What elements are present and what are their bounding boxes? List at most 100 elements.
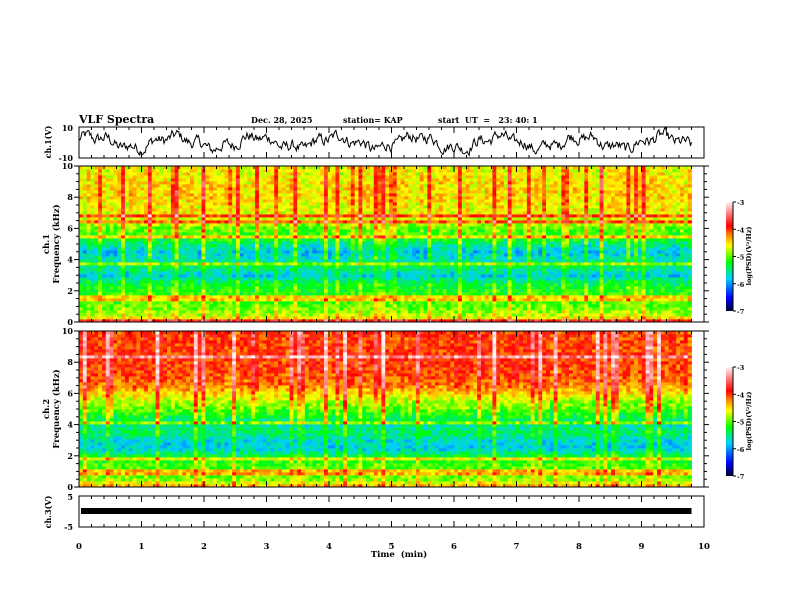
spectrogram-cell xyxy=(369,319,375,323)
spectrogram-cell xyxy=(404,292,409,296)
spectrogram-cell xyxy=(500,253,505,257)
spectrogram-cell xyxy=(450,307,455,311)
spectrogram-cell xyxy=(105,319,111,323)
spectrogram-cell xyxy=(668,232,673,236)
spectrogram-cell xyxy=(350,259,356,263)
spectrogram-cell xyxy=(327,286,333,290)
spectrogram-cell xyxy=(82,289,88,293)
spectrogram-cell xyxy=(90,310,95,314)
spectrogram-cell xyxy=(285,244,290,248)
spectrogram-cell xyxy=(212,265,218,269)
spectrogram-cell xyxy=(358,232,363,236)
spectrogram-cell xyxy=(396,250,401,254)
spectrogram-cell xyxy=(614,268,620,272)
spectrogram-cell xyxy=(346,307,352,311)
spectrogram-cell xyxy=(327,292,333,296)
spectrogram-cell xyxy=(128,319,133,323)
spectrogram-cell xyxy=(396,262,401,266)
spectrogram-cell xyxy=(542,289,547,293)
spectrogram-cell xyxy=(86,280,91,284)
spectrogram-cell xyxy=(492,292,497,296)
spectrogram-cell xyxy=(117,313,122,317)
spectrogram-cell xyxy=(140,298,145,302)
spectrogram-cell xyxy=(346,238,352,242)
spectrogram-cell xyxy=(469,256,474,260)
spectrogram-cell xyxy=(572,265,578,269)
spectrogram-cell xyxy=(182,247,187,251)
spectrogram-cell xyxy=(293,247,298,251)
spectrogram-cell xyxy=(408,307,413,311)
spectrogram-cell xyxy=(553,316,558,320)
spectrogram-cell xyxy=(136,313,141,317)
spectrogram-cell xyxy=(523,307,528,311)
spectrogram-cell xyxy=(159,241,164,245)
spectrogram-cell xyxy=(435,265,440,269)
spectrogram-cell xyxy=(124,298,130,302)
spectrogram-cell xyxy=(220,280,225,284)
spectrogram-cell xyxy=(626,256,631,260)
spectrogram-cell xyxy=(274,250,279,254)
spectrogram-cell xyxy=(190,304,195,308)
spectrogram-cell xyxy=(580,295,585,299)
spectrogram-cell xyxy=(630,271,635,275)
spectrogram-cell xyxy=(526,253,532,257)
spectrogram-cell xyxy=(389,256,394,260)
spectrogram-cell xyxy=(622,259,627,263)
spectrogram-cell xyxy=(630,295,635,299)
spectrogram-cell xyxy=(331,313,336,317)
spectrogram-cell xyxy=(500,271,505,275)
spectrogram-cell xyxy=(247,280,252,284)
spectrogram-cell xyxy=(591,259,597,263)
spectrogram-cell xyxy=(503,286,509,290)
spectrogram-cell xyxy=(220,292,225,296)
spectrogram-cell xyxy=(304,241,310,245)
spectrogram-cell xyxy=(427,307,432,311)
spectrogram-cell xyxy=(205,250,210,254)
spectrogram-cell xyxy=(178,304,183,308)
spectrogram-cell xyxy=(312,235,317,239)
spectrogram-cell xyxy=(557,283,562,287)
spectrogram-cell xyxy=(657,295,662,299)
spectrogram-cell xyxy=(155,232,160,236)
spectrogram-cell xyxy=(308,316,313,320)
spectrogram-cell xyxy=(603,280,608,284)
spectrogram-cell xyxy=(266,274,271,278)
spectrogram-cell xyxy=(454,316,459,320)
spectrogram-cell xyxy=(247,256,252,260)
spectrogram-cell xyxy=(637,262,643,266)
spectrogram-cell xyxy=(523,262,528,266)
spectrogram-cell xyxy=(178,307,183,311)
spectrogram-cell xyxy=(301,313,306,317)
spectrogram-cell xyxy=(140,313,145,317)
spectrogram-cell xyxy=(446,232,451,236)
spectrogram-cell xyxy=(412,250,417,254)
spectrogram-cell xyxy=(603,292,608,296)
spectrogram-cell xyxy=(212,304,218,308)
spectrogram-cell xyxy=(477,316,482,320)
spectrogram-cell xyxy=(400,232,405,236)
spectrogram-cell xyxy=(488,295,493,299)
spectrogram-cell xyxy=(412,235,417,239)
spectrogram-cell xyxy=(109,286,114,290)
spectrogram-cell xyxy=(649,304,654,308)
spectrogram-cell xyxy=(515,235,520,239)
spectrogram-cell xyxy=(465,256,470,260)
spectrogram-cell xyxy=(343,235,348,239)
spectrogram-cell xyxy=(442,319,447,323)
spectrogram-cell xyxy=(159,304,164,308)
spectrogram-cell xyxy=(255,289,260,293)
spectrogram-cell xyxy=(511,262,516,266)
spectrogram-cell xyxy=(546,286,551,290)
spectrogram-cell xyxy=(591,298,597,302)
spectrogram-cell xyxy=(197,283,202,287)
spectrogram-cell xyxy=(569,232,574,236)
spectrogram-cell xyxy=(442,235,447,239)
spectrogram-cell xyxy=(247,301,252,305)
spectrogram-cell xyxy=(519,250,524,254)
spectrogram-cell xyxy=(239,241,245,245)
spectrogram-cell xyxy=(178,268,183,272)
spectrogram-cell xyxy=(270,280,275,284)
spectrogram-cell xyxy=(90,298,95,302)
spectrogram-cell xyxy=(542,256,547,260)
spectrogram-cell xyxy=(450,313,455,317)
